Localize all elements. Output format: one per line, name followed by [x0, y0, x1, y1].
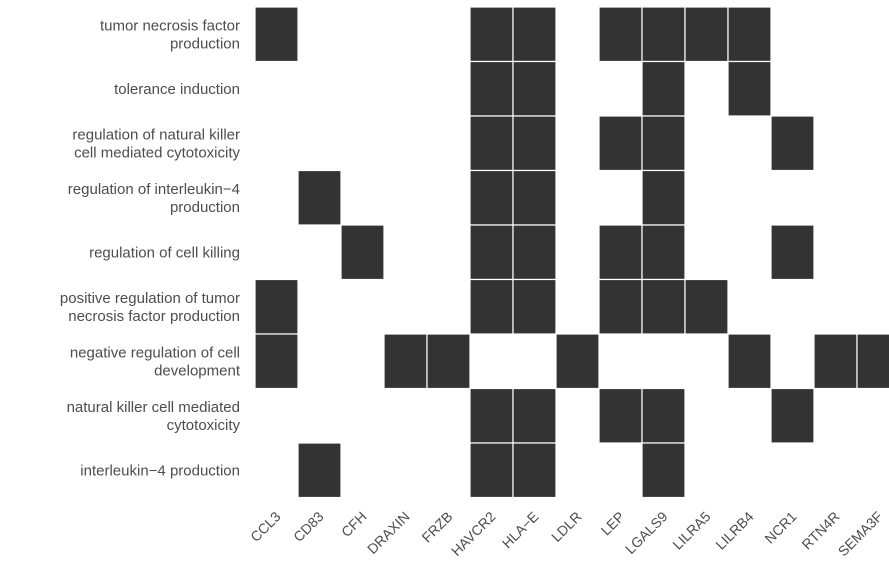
heatmap-cell-interleukin-4-production-hla-e — [512, 442, 557, 499]
heatmap-cell-regulation-of-interleukin-4-production-lgals9 — [641, 169, 686, 226]
heatmap-cell-natural-killer-cell-mediated-cytotoxicity-lgals9 — [641, 387, 686, 444]
term-label: tumor necrosis factor production — [100, 17, 240, 52]
term-label-line: necrosis factor production — [68, 308, 240, 325]
term-label-line: negative regulation of cell — [70, 344, 240, 361]
heatmap-cell-regulation-of-natural-killer-cell-mediated-cytotoxicity-hla-e — [512, 115, 557, 172]
gene-label-havcr2: HAVCR2 — [448, 508, 499, 559]
heatmap-cell-positive-regulation-of-tumor-necrosis-factor-production-lilra5 — [684, 278, 729, 335]
heatmap-cell-tolerance-induction-havcr2 — [469, 60, 514, 117]
heatmap-cell-tumor-necrosis-factor-production-ccl3 — [254, 6, 299, 63]
heatmap-cell-positive-regulation-of-tumor-necrosis-factor-production-ccl3 — [254, 278, 299, 335]
term-label-line: cell mediated cytotoxicity — [74, 144, 240, 161]
heatmap-cell-regulation-of-natural-killer-cell-mediated-cytotoxicity-ncr1 — [770, 115, 815, 172]
term-label-line: development — [154, 362, 241, 379]
term-label-line: interleukin−4 production — [80, 462, 240, 479]
heatmap-cell-tolerance-induction-lilrb4 — [727, 60, 772, 117]
term-label: interleukin−4 production — [80, 462, 240, 479]
heatmap-cell-regulation-of-interleukin-4-production-hla-e — [512, 169, 557, 226]
term-label-line: production — [170, 199, 240, 216]
gene-label-hla-e: HLA−E — [499, 508, 542, 551]
heatmap-cell-positive-regulation-of-tumor-necrosis-factor-production-hla-e — [512, 278, 557, 335]
heatmap-cell-natural-killer-cell-mediated-cytotoxicity-ncr1 — [770, 387, 815, 444]
term-label-line: regulation of natural killer — [72, 126, 240, 143]
heatmap-cell-negative-regulation-of-cell-development-sema3f — [856, 333, 889, 390]
term-label-line: regulation of interleukin−4 — [68, 181, 240, 198]
term-label-line: tumor necrosis factor — [100, 17, 240, 34]
term-label-line: production — [170, 35, 240, 52]
heatmap-cell-regulation-of-cell-killing-havcr2 — [469, 224, 514, 281]
term-label-line: natural killer cell mediated — [67, 399, 240, 416]
gene-label-lgals9: LGALS9 — [622, 508, 671, 557]
heatmap-cell-negative-regulation-of-cell-development-frzb — [426, 333, 471, 390]
heatmap-cell-regulation-of-cell-killing-lep — [598, 224, 643, 281]
term-label: natural killer cell mediated cytotoxicity — [67, 399, 241, 434]
heatmap-cell-positive-regulation-of-tumor-necrosis-factor-production-lep — [598, 278, 643, 335]
gene-label-frzb: FRZB — [418, 508, 455, 545]
heatmap-cell-negative-regulation-of-cell-development-ldlr — [555, 333, 600, 390]
heatmap-cell-interleukin-4-production-lgals9 — [641, 442, 686, 499]
term-label-line: positive regulation of tumor — [60, 290, 240, 307]
term-label: tolerance induction — [114, 81, 240, 98]
term-label: regulation of cell killing — [89, 244, 240, 261]
term-label: regulation of interleukin−4 production — [68, 181, 240, 216]
gene-label-cfh: CFH — [338, 508, 370, 540]
heatmap-cell-regulation-of-natural-killer-cell-mediated-cytotoxicity-lep — [598, 115, 643, 172]
heatmap-cell-regulation-of-interleukin-4-production-cd83 — [297, 169, 342, 226]
heatmap-cell-tolerance-induction-lgals9 — [641, 60, 686, 117]
heatmap-cell-regulation-of-interleukin-4-production-havcr2 — [469, 169, 514, 226]
gene-label-cd83: CD83 — [290, 508, 327, 545]
term-label: negative regulation of cell development — [70, 344, 241, 379]
heatmap-cell-positive-regulation-of-tumor-necrosis-factor-production-havcr2 — [469, 278, 514, 335]
gene-label-ldlr: LDLR — [548, 508, 585, 545]
gene-label-lilrb4: LILRB4 — [712, 508, 756, 552]
heatmap-cell-tolerance-induction-hla-e — [512, 60, 557, 117]
heatmap-cell-regulation-of-natural-killer-cell-mediated-cytotoxicity-lgals9 — [641, 115, 686, 172]
heatmap-cell-tumor-necrosis-factor-production-lilrb4 — [727, 6, 772, 63]
gene-label-sema3f: SEMA3F — [835, 508, 886, 559]
term-label-line: tolerance induction — [114, 81, 240, 98]
heatmap-cell-tumor-necrosis-factor-production-havcr2 — [469, 6, 514, 63]
gene-label-lilra5: LILRA5 — [669, 508, 713, 552]
term-labels: tumor necrosis factor productiontolerance… — [60, 17, 241, 479]
heatmap-cells — [254, 6, 889, 499]
gene-label-ncr1: NCR1 — [761, 508, 799, 546]
heatmap-cell-negative-regulation-of-cell-development-rtn4r — [813, 333, 858, 390]
heatmap-cell-tumor-necrosis-factor-production-lilra5 — [684, 6, 729, 63]
heatmap-cell-negative-regulation-of-cell-development-ccl3 — [254, 333, 299, 390]
term-label-line: regulation of cell killing — [89, 244, 240, 261]
heatmap-cell-regulation-of-cell-killing-cfh — [340, 224, 385, 281]
heatmap-cell-interleukin-4-production-havcr2 — [469, 442, 514, 499]
heatmap-cell-negative-regulation-of-cell-development-draxin — [383, 333, 428, 390]
heatmap-cell-tumor-necrosis-factor-production-lep — [598, 6, 643, 63]
term-label-line: cytotoxicity — [167, 417, 241, 434]
heatmap-cell-positive-regulation-of-tumor-necrosis-factor-production-lgals9 — [641, 278, 686, 335]
heatmap-cell-interleukin-4-production-cd83 — [297, 442, 342, 499]
term-label: regulation of natural killer cell mediate… — [72, 126, 240, 161]
heatmap-cell-natural-killer-cell-mediated-cytotoxicity-havcr2 — [469, 387, 514, 444]
gene-label-ccl3: CCL3 — [247, 508, 284, 545]
heatmap-cell-natural-killer-cell-mediated-cytotoxicity-hla-e — [512, 387, 557, 444]
heatmap-cell-natural-killer-cell-mediated-cytotoxicity-lep — [598, 387, 643, 444]
gene-label-lep: LEP — [598, 508, 628, 538]
heatmap-cell-negative-regulation-of-cell-development-lilrb4 — [727, 333, 772, 390]
heatmap-cell-regulation-of-cell-killing-lgals9 — [641, 224, 686, 281]
heatmap-cell-regulation-of-natural-killer-cell-mediated-cytotoxicity-havcr2 — [469, 115, 514, 172]
heatmap-cell-regulation-of-cell-killing-ncr1 — [770, 224, 815, 281]
heatmap-cell-tumor-necrosis-factor-production-lgals9 — [641, 6, 686, 63]
term-label: positive regulation of tumor necrosis fac… — [60, 290, 240, 325]
heatmap-cell-regulation-of-cell-killing-hla-e — [512, 224, 557, 281]
gene-label-draxin: DRAXIN — [364, 508, 413, 557]
heatmap-cell-tumor-necrosis-factor-production-hla-e — [512, 6, 557, 63]
